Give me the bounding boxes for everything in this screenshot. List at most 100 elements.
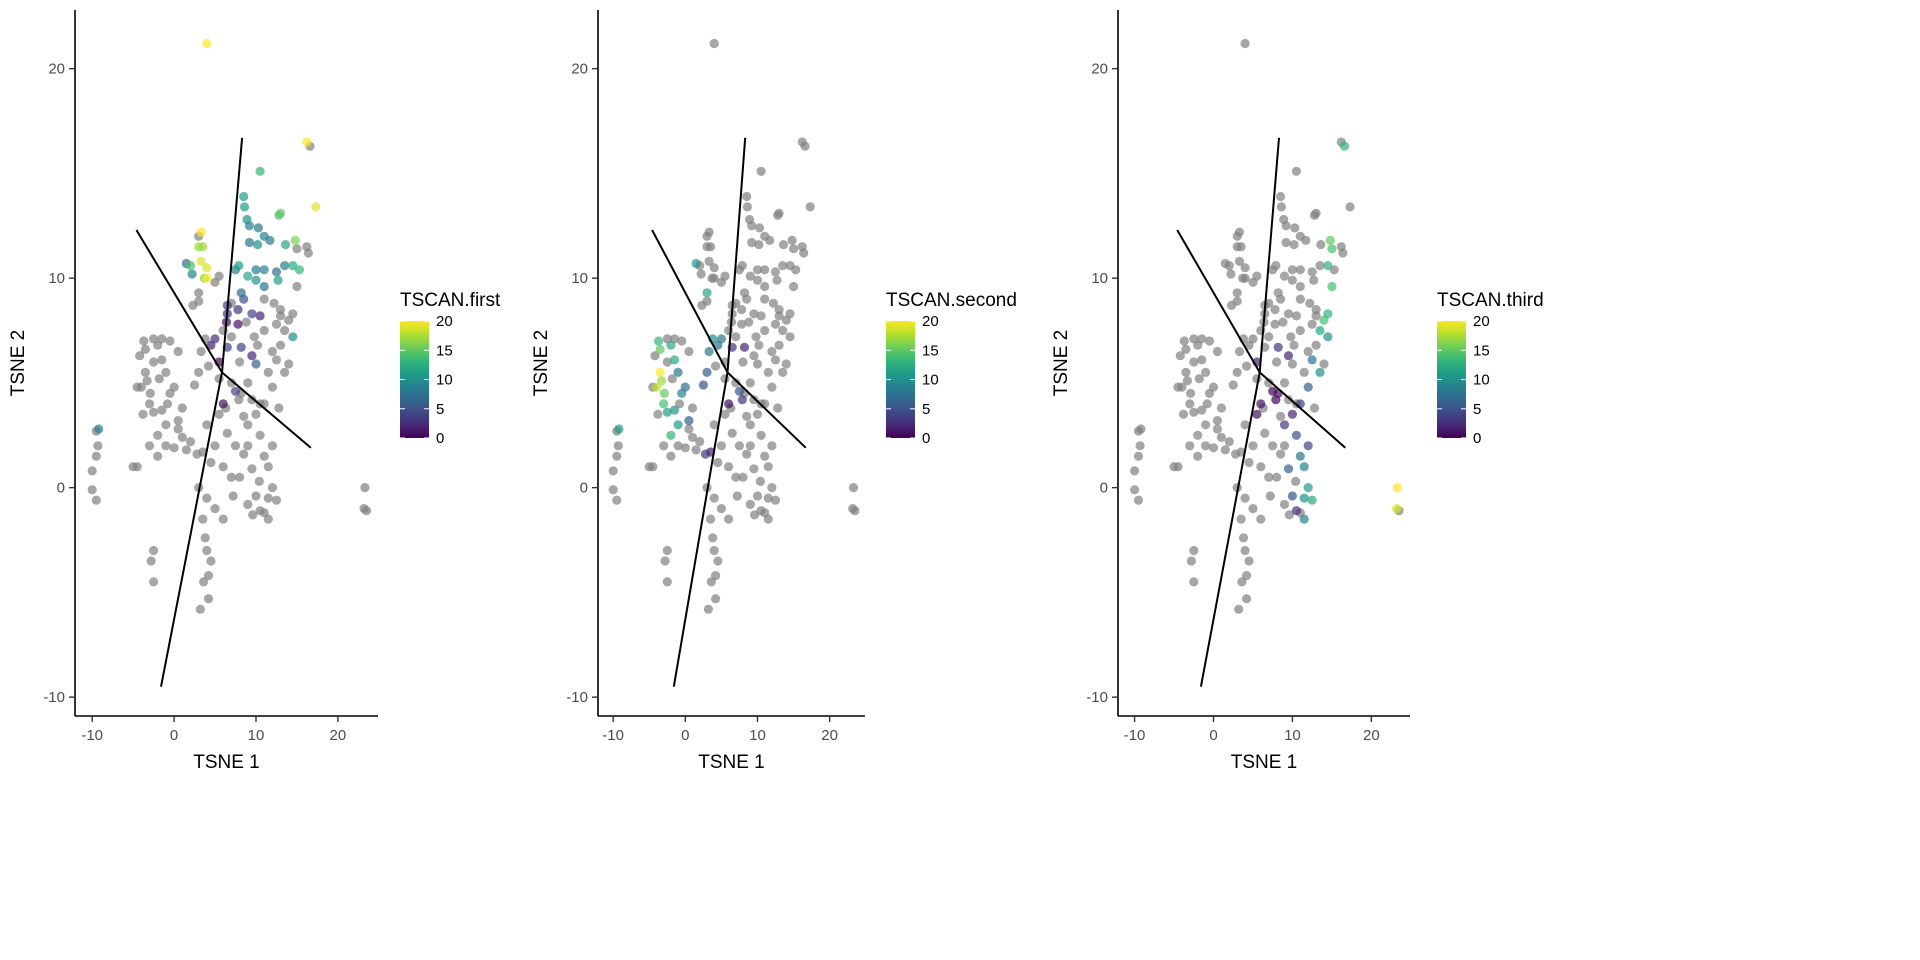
point-na: [1238, 533, 1249, 543]
point-na: [263, 367, 273, 377]
point-na: [1201, 420, 1211, 430]
x-axis-title: TSNE 1: [698, 752, 765, 773]
point-na: [280, 325, 290, 336]
y-tick-label: 10: [48, 270, 65, 287]
point-na: [269, 298, 279, 308]
point: [1325, 235, 1335, 245]
point-na: [1238, 273, 1248, 283]
point-na: [684, 346, 694, 357]
colorbar-tick-label: 15: [922, 342, 939, 359]
point: [704, 346, 714, 357]
colorbar-tick-label: 15: [436, 342, 453, 359]
point-na: [91, 451, 101, 461]
point-na: [153, 451, 163, 461]
point-na: [684, 424, 694, 434]
point-na: [1130, 485, 1140, 495]
point-na: [1291, 166, 1301, 176]
point-na: [1307, 319, 1317, 329]
point-na: [195, 604, 205, 614]
point: [247, 309, 257, 319]
point: [1323, 261, 1333, 271]
y-tick-label: -10: [566, 689, 588, 706]
point-na: [1228, 380, 1238, 390]
point-na: [691, 445, 701, 455]
x-tick-label: -10: [1124, 727, 1146, 744]
point: [1327, 281, 1337, 292]
point-na: [1193, 451, 1203, 461]
point-na: [1256, 514, 1266, 524]
point-na: [1212, 416, 1222, 426]
point-na: [196, 346, 206, 357]
point-na: [1309, 275, 1319, 285]
point-na: [666, 451, 676, 461]
point-na: [234, 395, 244, 405]
point-na: [1234, 604, 1244, 614]
colorbar-tick-label: 5: [436, 401, 444, 418]
point-na: [243, 441, 253, 451]
point: [651, 382, 662, 392]
point-na: [1136, 424, 1146, 434]
point: [253, 240, 263, 250]
point-na: [1240, 263, 1250, 273]
point-na: [144, 399, 155, 409]
point-na: [303, 248, 313, 258]
point-na: [210, 441, 220, 451]
point: [724, 399, 734, 409]
point-na: [200, 533, 210, 543]
y-tick-label: 10: [1091, 270, 1108, 287]
point: [243, 271, 253, 281]
point-na: [1319, 359, 1329, 369]
point-na: [673, 441, 683, 451]
point-na: [1276, 202, 1286, 212]
point-na: [709, 545, 719, 556]
point-na: [132, 462, 142, 472]
point-na: [711, 594, 721, 604]
point-na: [1237, 577, 1247, 587]
point: [198, 242, 208, 252]
point: [290, 235, 300, 245]
point-na: [1248, 504, 1258, 514]
point-na: [711, 361, 721, 371]
point-na: [1338, 248, 1348, 258]
point-na: [760, 265, 770, 275]
point: [734, 386, 745, 396]
point-na: [751, 332, 761, 342]
point-na: [202, 420, 212, 430]
point: [1252, 409, 1262, 419]
point-na: [680, 443, 690, 453]
point-na: [1264, 332, 1274, 342]
point-na: [1283, 395, 1294, 405]
point-na: [199, 577, 209, 587]
point-na: [203, 361, 214, 371]
point: [230, 386, 241, 396]
point: [1315, 367, 1325, 377]
point-na: [157, 405, 167, 415]
point-na: [608, 485, 618, 495]
point-na: [667, 374, 677, 384]
point-na: [752, 265, 763, 275]
colorbar-tick-label: 20: [436, 313, 453, 330]
point: [656, 376, 667, 386]
point-na: [177, 403, 187, 413]
point-na: [145, 388, 155, 398]
point-na: [1242, 594, 1252, 604]
point-na: [716, 277, 727, 287]
point-na: [1276, 191, 1286, 202]
point-na: [696, 269, 706, 279]
colorbar-tick-label: 0: [436, 430, 444, 447]
point-na: [787, 235, 797, 245]
point-na: [149, 357, 159, 367]
point: [244, 237, 254, 248]
point-na: [1186, 388, 1196, 398]
point-na: [752, 409, 763, 419]
point-na: [737, 319, 747, 329]
point: [659, 399, 669, 409]
point: [1303, 441, 1313, 451]
point: [1392, 504, 1402, 514]
point: [236, 288, 246, 298]
point-na: [249, 332, 259, 342]
point-na: [259, 294, 269, 304]
point-na: [1272, 472, 1282, 482]
point-na: [742, 411, 752, 421]
